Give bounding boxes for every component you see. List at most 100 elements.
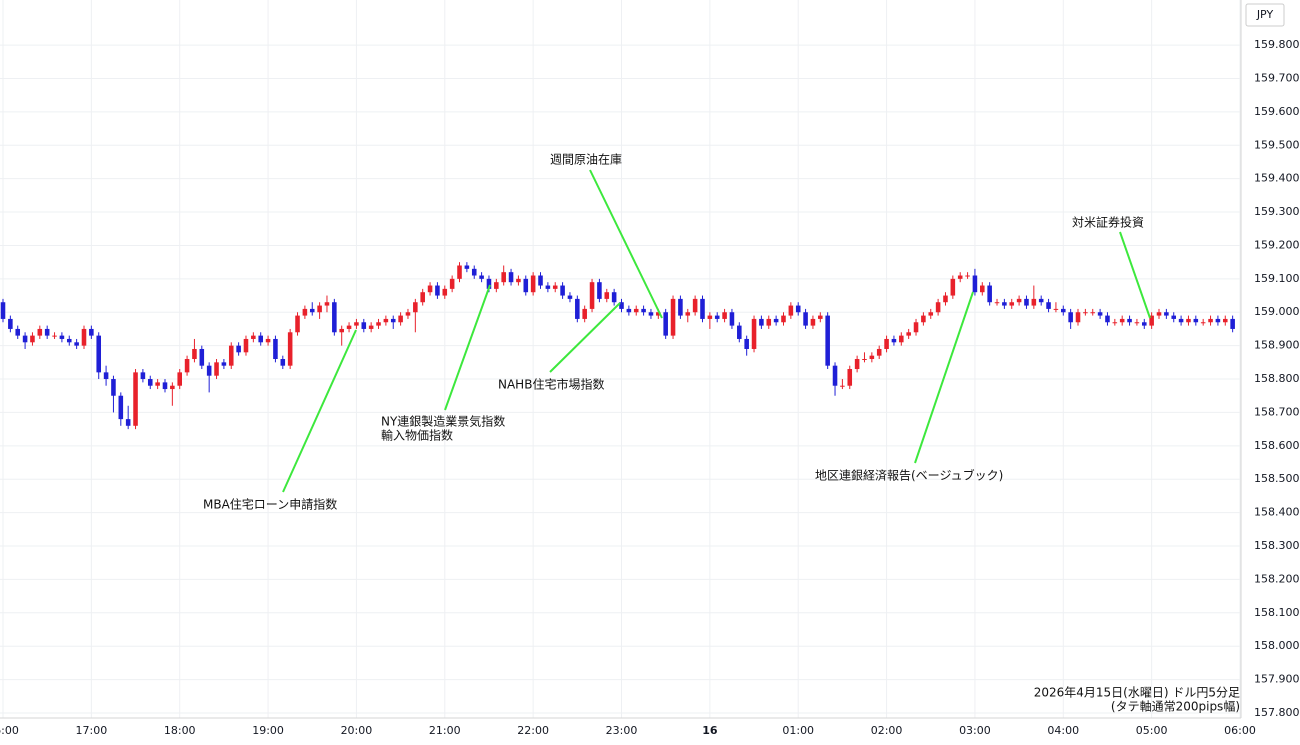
- candle-body: [1178, 318, 1184, 323]
- x-tick-label: 04:00: [1047, 724, 1079, 737]
- candle-body: [795, 305, 801, 313]
- candle-body: [413, 302, 418, 313]
- annotation-line: [914, 291, 974, 464]
- candle-body: [656, 312, 661, 316]
- candle-body: [214, 362, 219, 376]
- candle-body: [383, 318, 389, 323]
- x-tick-label: 16:00: [0, 724, 19, 737]
- candle-body: [206, 365, 212, 376]
- candle-body: [302, 308, 308, 316]
- chart-note: 2026年4月15日(水曜日) ドル円5分足: [1034, 686, 1240, 700]
- candle-body: [935, 302, 941, 313]
- x-tick-label: 23:00: [606, 724, 638, 737]
- candle-body: [140, 372, 146, 380]
- annotation-label: 地区連銀経済報告(ベージュブック): [815, 468, 1003, 483]
- candle-body: [464, 265, 470, 269]
- candle-body: [1053, 308, 1059, 310]
- candle-body: [685, 312, 691, 316]
- candle-body: [170, 385, 175, 390]
- x-tick-label: 19:00: [252, 724, 284, 737]
- candle-body: [59, 335, 65, 339]
- candle-body: [567, 295, 573, 299]
- candle-body: [751, 318, 757, 349]
- x-tick-label: 17:00: [76, 724, 108, 737]
- annotation-line: [589, 169, 663, 319]
- candle-body: [1068, 312, 1073, 323]
- candle-body: [854, 359, 860, 370]
- candle-body: [1119, 318, 1125, 323]
- candle-body: [89, 328, 94, 336]
- candle-body: [604, 292, 610, 299]
- y-tick-label: 157.800: [1254, 706, 1300, 719]
- candle-body: [479, 275, 484, 279]
- annotation-label: NAHB住宅市場指数: [498, 377, 604, 392]
- x-tick-label: 18:00: [164, 724, 196, 737]
- candle-body: [597, 282, 602, 299]
- candle-body: [177, 372, 182, 386]
- candle-body: [332, 302, 337, 333]
- candle-body: [678, 298, 683, 316]
- candle-body: [803, 312, 808, 326]
- candle-body: [1031, 298, 1037, 306]
- candle-body: [15, 328, 21, 336]
- candle-body: [759, 318, 764, 326]
- y-tick-label: 159.600: [1254, 105, 1300, 118]
- candle-body: [773, 318, 779, 323]
- candle-body: [309, 308, 315, 313]
- candle-body: [523, 278, 529, 293]
- candle-body: [221, 362, 227, 366]
- candle-body: [957, 275, 963, 279]
- y-tick-label: 159.000: [1254, 305, 1300, 318]
- candle-body: [258, 335, 263, 343]
- candle-body: [81, 328, 87, 346]
- candle-body: [611, 292, 617, 303]
- candle-body: [648, 312, 654, 316]
- y-tick-label: 159.300: [1254, 205, 1300, 218]
- candle-body: [398, 315, 403, 323]
- y-tick-label: 158.600: [1254, 439, 1300, 452]
- candle-body: [30, 335, 35, 343]
- candle-body: [420, 292, 425, 303]
- candle-body: [714, 315, 720, 319]
- candle-body: [1149, 315, 1154, 326]
- candle-body: [1009, 302, 1015, 306]
- candle-body: [8, 318, 13, 329]
- candle-body: [626, 308, 632, 313]
- candle-body: [847, 369, 853, 386]
- candle-body: [862, 359, 867, 360]
- candle-body: [147, 379, 153, 386]
- candle-body: [1024, 298, 1029, 306]
- candle-body: [1171, 315, 1177, 319]
- annotation-line: [549, 302, 621, 373]
- candle-body: [810, 318, 816, 326]
- candle-body: [840, 385, 845, 387]
- y-tick-label: 159.200: [1254, 238, 1300, 251]
- candle-body: [346, 325, 352, 329]
- candle-body: [943, 295, 948, 303]
- candle-body: [1127, 318, 1132, 323]
- candle-body: [516, 278, 521, 283]
- y-tick-label: 158.000: [1254, 639, 1300, 652]
- candle-body: [66, 338, 72, 343]
- currency-box: [1245, 3, 1285, 27]
- y-tick-label: 158.500: [1254, 472, 1300, 485]
- candle-body: [457, 265, 462, 279]
- candle-body: [111, 379, 116, 396]
- y-tick-label: 159.400: [1254, 172, 1300, 185]
- candle-body: [899, 335, 904, 343]
- candle-body: [1112, 322, 1118, 324]
- candle-body: [37, 328, 43, 336]
- candle-body: [1193, 318, 1199, 323]
- x-tick-label: 20:00: [341, 724, 373, 737]
- candle-body: [376, 322, 381, 326]
- candle-body: [972, 275, 978, 293]
- candle-body: [251, 335, 256, 339]
- x-tick-label: 22:00: [517, 724, 549, 737]
- candle-body: [96, 335, 102, 373]
- y-tick-label: 159.500: [1254, 138, 1300, 151]
- candle-body: [155, 382, 160, 386]
- candle-body: [766, 318, 772, 326]
- candle-body: [184, 359, 190, 373]
- candle-body: [788, 305, 794, 316]
- candle-body: [1097, 312, 1103, 316]
